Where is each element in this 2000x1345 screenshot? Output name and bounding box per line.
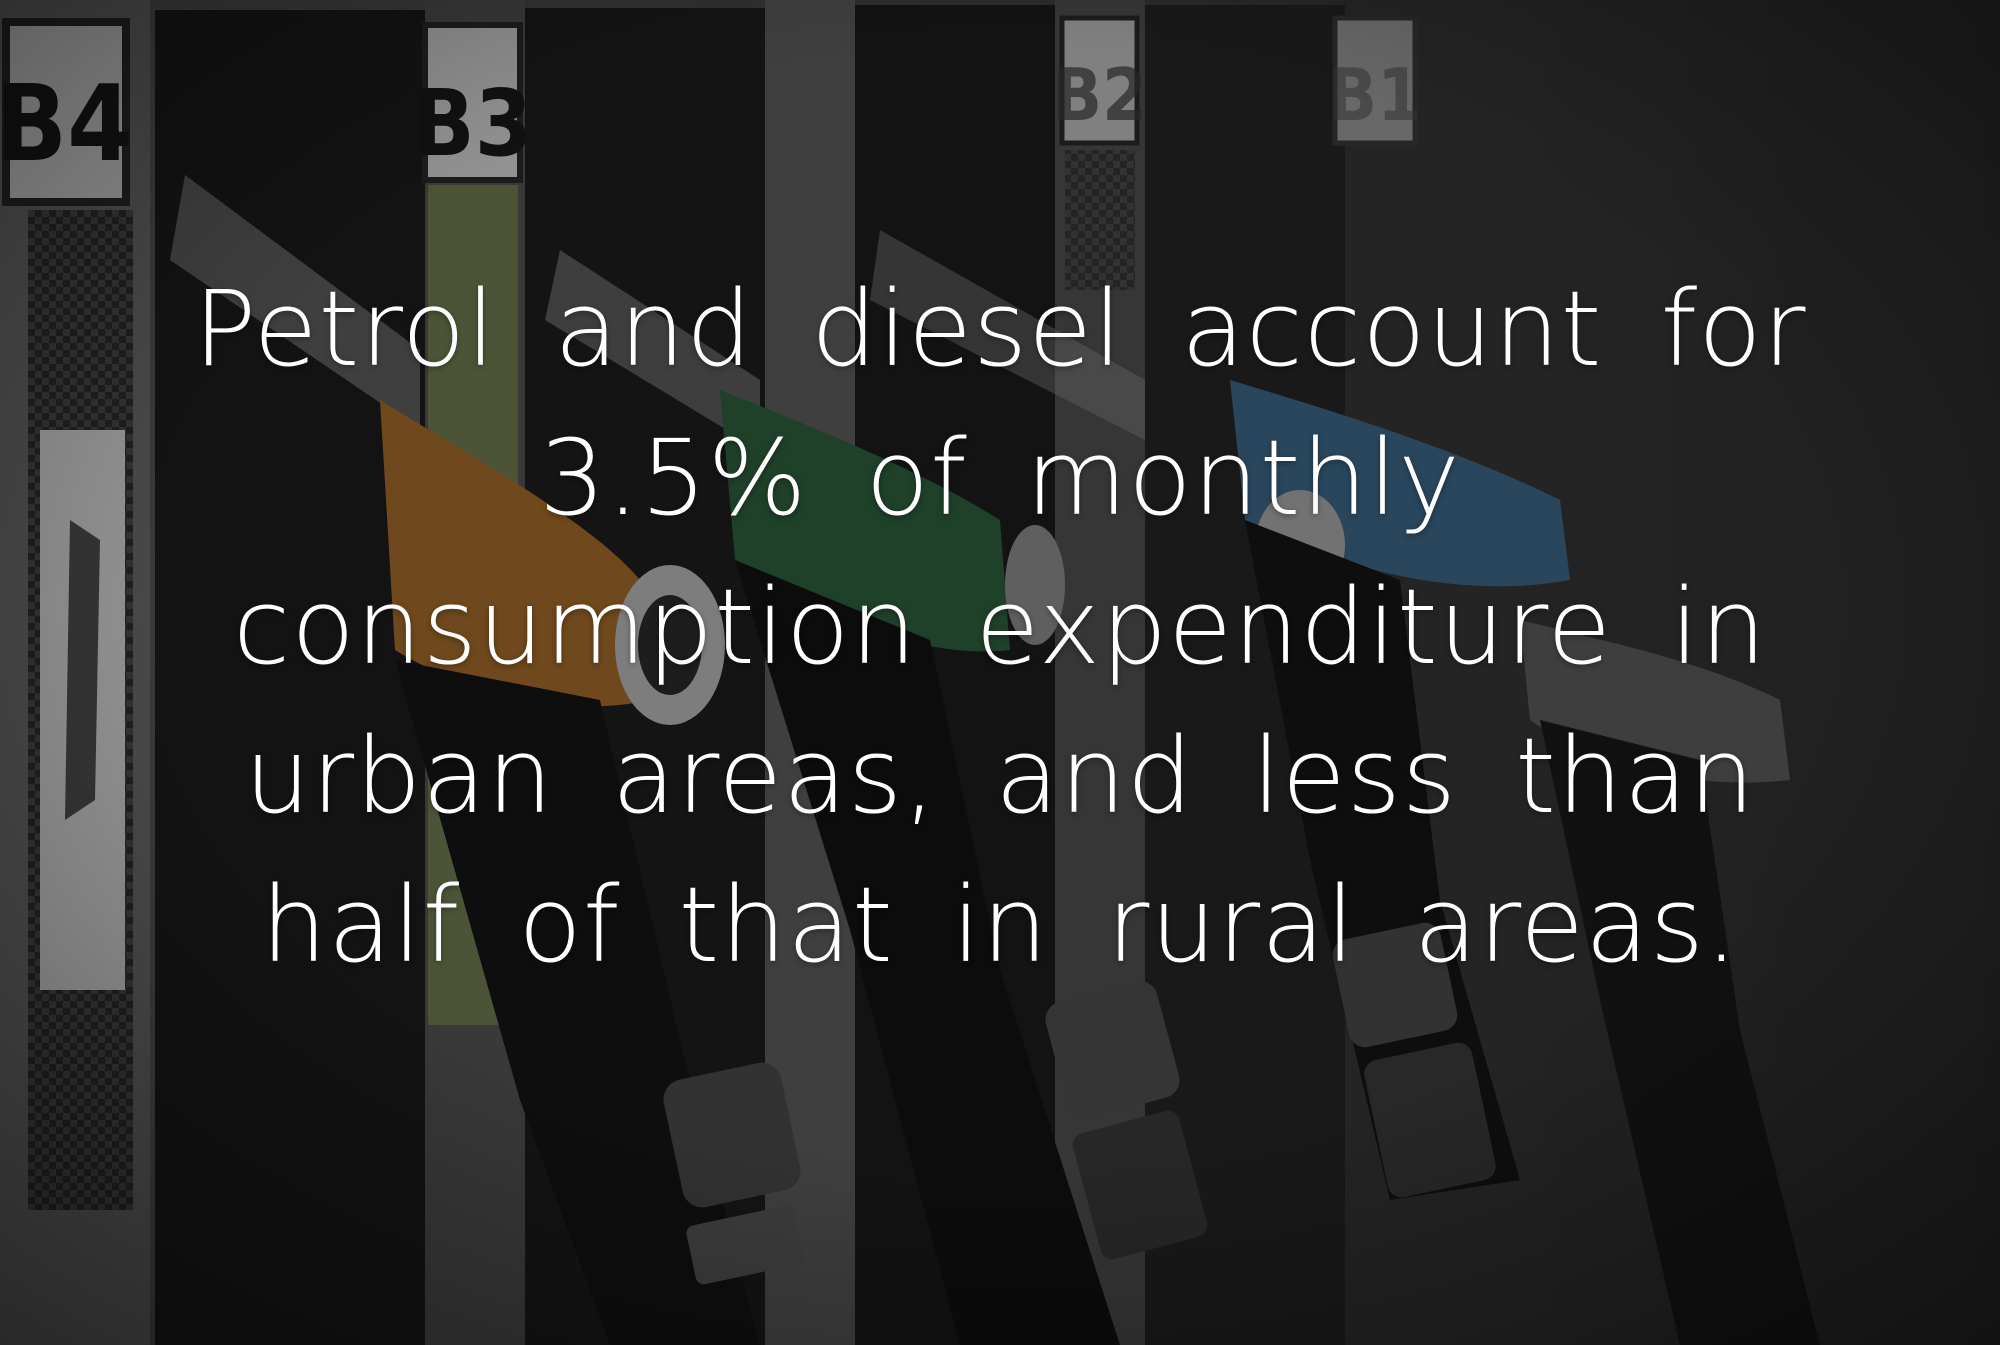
overlay-caption: Petrol and diesel account for 3.5% of mo…	[193, 268, 1807, 986]
